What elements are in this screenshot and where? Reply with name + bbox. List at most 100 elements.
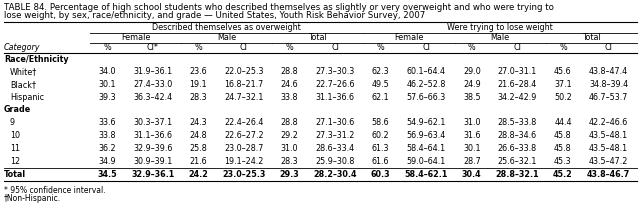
Text: 28.6–33.4: 28.6–33.4 [315, 144, 354, 153]
Text: Total: Total [308, 33, 328, 43]
Text: 61.3: 61.3 [372, 144, 389, 153]
Text: 58.4–64.1: 58.4–64.1 [406, 144, 445, 153]
Text: %: % [468, 43, 476, 53]
Text: 31.1–36.6: 31.1–36.6 [315, 93, 354, 102]
Text: 43.5–48.1: 43.5–48.1 [589, 144, 628, 153]
Text: Category: Category [4, 43, 40, 53]
Text: Described themselves as overweight: Described themselves as overweight [153, 23, 301, 32]
Text: 39.3: 39.3 [98, 93, 116, 102]
Text: 16.8–21.7: 16.8–21.7 [224, 80, 263, 89]
Text: TABLE 84. Percentage of high school students who described themselves as slightl: TABLE 84. Percentage of high school stud… [4, 3, 554, 12]
Text: 34.9: 34.9 [98, 157, 116, 166]
Text: 29.2: 29.2 [281, 131, 298, 140]
Text: 44.4: 44.4 [554, 118, 572, 127]
Text: 27.0–31.1: 27.0–31.1 [497, 67, 537, 76]
Text: 42.2–46.6: 42.2–46.6 [589, 118, 628, 127]
Text: 29.3: 29.3 [279, 170, 299, 179]
Text: 28.3: 28.3 [281, 157, 298, 166]
Text: 19.1–24.2: 19.1–24.2 [224, 157, 263, 166]
Text: 58.4–62.1: 58.4–62.1 [404, 170, 448, 179]
Text: 9: 9 [10, 118, 15, 127]
Text: 62.1: 62.1 [372, 93, 389, 102]
Text: 45.6: 45.6 [554, 67, 572, 76]
Text: 43.5–48.1: 43.5–48.1 [589, 131, 628, 140]
Text: Male: Male [491, 33, 510, 43]
Text: 37.1: 37.1 [554, 80, 572, 89]
Text: Female: Female [394, 33, 424, 43]
Text: 59.0–64.1: 59.0–64.1 [406, 157, 445, 166]
Text: 33.8: 33.8 [98, 131, 116, 140]
Text: 31.6: 31.6 [463, 131, 481, 140]
Text: 34.5: 34.5 [97, 170, 117, 179]
Text: 30.4: 30.4 [462, 170, 481, 179]
Text: 21.6–28.4: 21.6–28.4 [497, 80, 537, 89]
Text: Race/Ethnicity: Race/Ethnicity [4, 54, 69, 64]
Text: 19.1: 19.1 [190, 80, 207, 89]
Text: 24.2: 24.2 [188, 170, 208, 179]
Text: 45.8: 45.8 [554, 131, 572, 140]
Text: 36.3–42.4: 36.3–42.4 [133, 93, 172, 102]
Text: lose weight, by sex, race/ethnicity, and grade — United States, Youth Risk Behav: lose weight, by sex, race/ethnicity, and… [4, 11, 425, 20]
Text: 43.5–47.2: 43.5–47.2 [589, 157, 628, 166]
Text: 31.0: 31.0 [463, 118, 481, 127]
Text: 60.3: 60.3 [370, 170, 390, 179]
Text: 27.4–33.0: 27.4–33.0 [133, 80, 172, 89]
Text: 31.9–36.1: 31.9–36.1 [133, 67, 172, 76]
Text: 30.3–37.1: 30.3–37.1 [133, 118, 172, 127]
Text: * 95% confidence interval.: * 95% confidence interval. [4, 186, 106, 195]
Text: 62.3: 62.3 [372, 67, 389, 76]
Text: 22.7–26.6: 22.7–26.6 [315, 80, 354, 89]
Text: 60.2: 60.2 [372, 131, 389, 140]
Text: 32.9–39.6: 32.9–39.6 [133, 144, 172, 153]
Text: Were trying to lose weight: Were trying to lose weight [447, 23, 553, 32]
Text: 28.7: 28.7 [463, 157, 481, 166]
Text: 57.6–66.3: 57.6–66.3 [406, 93, 445, 102]
Text: 23.6: 23.6 [190, 67, 207, 76]
Text: 24.8: 24.8 [190, 131, 207, 140]
Text: 49.5: 49.5 [372, 80, 390, 89]
Text: 25.6–32.1: 25.6–32.1 [497, 157, 537, 166]
Text: 22.0–25.3: 22.0–25.3 [224, 67, 263, 76]
Text: Female: Female [121, 33, 150, 43]
Text: 56.9–63.4: 56.9–63.4 [406, 131, 445, 140]
Text: 45.8: 45.8 [554, 144, 572, 153]
Text: 50.2: 50.2 [554, 93, 572, 102]
Text: 28.8–32.1: 28.8–32.1 [495, 170, 539, 179]
Text: 28.8: 28.8 [281, 118, 298, 127]
Text: 10: 10 [10, 131, 20, 140]
Text: 27.3–30.3: 27.3–30.3 [315, 67, 354, 76]
Text: 24.9: 24.9 [463, 80, 481, 89]
Text: 32.9–36.1: 32.9–36.1 [131, 170, 174, 179]
Text: Total: Total [582, 33, 601, 43]
Text: %: % [103, 43, 111, 53]
Text: 27.1–30.6: 27.1–30.6 [315, 118, 354, 127]
Text: 30.1: 30.1 [98, 80, 116, 89]
Text: 33.8: 33.8 [281, 93, 298, 102]
Text: CI: CI [240, 43, 248, 53]
Text: Grade: Grade [4, 105, 31, 115]
Text: 28.2–30.4: 28.2–30.4 [313, 170, 357, 179]
Text: 24.6: 24.6 [281, 80, 298, 89]
Text: 28.3: 28.3 [190, 93, 207, 102]
Text: 54.9–62.1: 54.9–62.1 [406, 118, 446, 127]
Text: 60.1–64.4: 60.1–64.4 [406, 67, 445, 76]
Text: 34.8–39.4: 34.8–39.4 [589, 80, 628, 89]
Text: CI: CI [422, 43, 430, 53]
Text: 58.6: 58.6 [372, 118, 389, 127]
Text: %: % [559, 43, 567, 53]
Text: CI: CI [513, 43, 521, 53]
Text: 43.8–46.7: 43.8–46.7 [587, 170, 630, 179]
Text: 30.9–39.1: 30.9–39.1 [133, 157, 172, 166]
Text: 27.3–31.2: 27.3–31.2 [315, 131, 354, 140]
Text: 46.7–53.7: 46.7–53.7 [589, 93, 628, 102]
Text: 36.2: 36.2 [98, 144, 116, 153]
Text: White†: White† [10, 67, 37, 76]
Text: 24.3: 24.3 [190, 118, 207, 127]
Text: 28.5–33.8: 28.5–33.8 [497, 118, 537, 127]
Text: %: % [194, 43, 202, 53]
Text: 38.5: 38.5 [463, 93, 481, 102]
Text: CI: CI [604, 43, 612, 53]
Text: Total: Total [4, 170, 26, 179]
Text: 31.0: 31.0 [281, 144, 298, 153]
Text: 25.9–30.8: 25.9–30.8 [315, 157, 354, 166]
